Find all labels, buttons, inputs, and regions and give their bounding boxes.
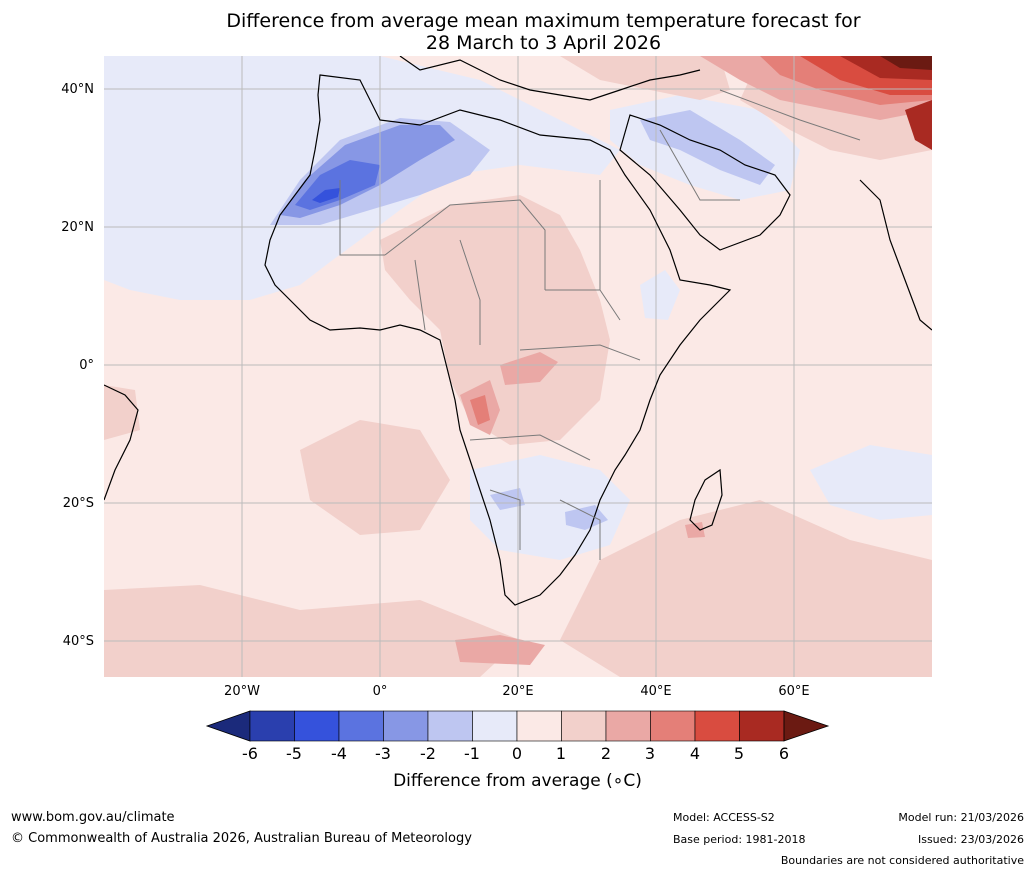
anomaly-zone-warm-west-edge <box>104 385 140 440</box>
lat-label-40n: 40°N <box>61 82 94 97</box>
arabia-coastline <box>619 114 791 251</box>
colorbar-arrow-high <box>783 710 830 742</box>
colorbar-tick: 6 <box>778 744 790 763</box>
coastlines <box>104 56 932 606</box>
colorbar-tick: 1 <box>555 744 567 763</box>
anomaly-zone-extreme-4 <box>905 100 932 150</box>
colorbar-tick: 2 <box>600 744 612 763</box>
anomaly-zone-warm-southern-ocean <box>104 585 520 677</box>
colorbar-segment <box>427 710 473 742</box>
map-title: Difference from average mean maximum tem… <box>0 10 1035 54</box>
footer-disclaimer: Boundaries are not considered authoritat… <box>780 854 1024 867</box>
colorbar-arrow-low <box>205 710 251 742</box>
lat-label-40s: 40°S <box>62 634 94 649</box>
country-borders <box>339 89 861 560</box>
colorbar-segment <box>694 710 740 742</box>
footer-model-run: Model run: 21/03/2026 <box>898 811 1024 824</box>
colorbar-tick: -3 <box>375 744 391 763</box>
colorbar-tick: -4 <box>331 744 347 763</box>
europe-coastline <box>399 56 701 101</box>
anomaly-zone-warm-south-indian <box>560 500 932 677</box>
footer-copyright: © Commonwealth of Australia 2026, Austra… <box>11 831 472 846</box>
anomaly-zone-cold-4 <box>565 505 608 530</box>
colorbar-tick: -1 <box>464 744 480 763</box>
lon-label-0: 0° <box>372 684 388 699</box>
colorbar-tick: 0 <box>511 744 523 763</box>
colorbar-segment <box>561 710 607 742</box>
footer-website[interactable]: www.bom.gov.au/climate <box>11 810 175 825</box>
footer-model: Model: ACCESS-S2 <box>673 811 775 824</box>
colorbar-segment <box>294 710 340 742</box>
colorbar-segment <box>383 710 429 742</box>
colorbar-segment <box>605 710 651 742</box>
colorbar-segment <box>338 710 384 742</box>
madagascar-coastline <box>689 468 723 531</box>
footer-base-period: Base period: 1981-2018 <box>673 833 806 846</box>
colorbar-segment <box>739 710 785 742</box>
africa-coastline <box>264 74 732 606</box>
colorbar-segment <box>249 710 295 742</box>
graticule <box>104 56 932 677</box>
colorbar <box>205 710 830 742</box>
anomaly-zone-coldest-2 <box>312 188 340 203</box>
lon-label-20e: 20°E <box>502 684 534 699</box>
colorbar-tick: 4 <box>689 744 701 763</box>
colorbar-tick: -2 <box>420 744 436 763</box>
anomaly-zone-hotter-congo <box>470 395 490 425</box>
anomaly-zone-hot-southern-ocean <box>455 635 545 665</box>
lon-label-40e: 40°E <box>640 684 672 699</box>
colorbar-tick: 3 <box>644 744 656 763</box>
colorbar-label: Difference from average (∘C) <box>393 771 642 791</box>
lat-label-20s: 20°S <box>62 496 94 511</box>
anomaly-zone-cool-indian-ocean <box>810 445 932 520</box>
title-line-1: Difference from average mean maximum tem… <box>226 10 861 32</box>
colorbar-tick: 5 <box>733 744 745 763</box>
colorbar-segment <box>516 710 562 742</box>
anomaly-zone-warm-south-atlantic <box>300 420 450 535</box>
anomaly-zone-cool-east-africa <box>640 270 680 320</box>
india-coastline <box>859 179 932 331</box>
lat-label-20n: 20°N <box>61 220 94 235</box>
anomaly-zone-hot-madagascar <box>685 522 705 538</box>
south-america-coastline <box>104 384 139 501</box>
colorbar-tick: -6 <box>242 744 258 763</box>
anomaly-zone-warm-sahel <box>380 195 610 445</box>
lon-label-60e: 60°E <box>778 684 810 699</box>
anomaly-zone-cold-3 <box>490 488 525 510</box>
anomaly-zone-cold-2 <box>640 110 775 185</box>
colorbar-tick: -5 <box>286 744 302 763</box>
title-line-2: 28 March to 3 April 2026 <box>425 32 662 54</box>
anomaly-zone-cool-southern-africa <box>470 455 630 560</box>
colorbar-segment <box>472 710 518 742</box>
footer-issued: Issued: 23/03/2026 <box>917 833 1024 846</box>
colorbar-segment <box>650 710 696 742</box>
anomaly-zone-extreme-3 <box>880 56 932 70</box>
lat-label-equator: 0° <box>79 358 94 373</box>
anomaly-zone-hot-congo-2 <box>500 352 558 385</box>
lon-label-20w: 20°W <box>224 684 260 699</box>
